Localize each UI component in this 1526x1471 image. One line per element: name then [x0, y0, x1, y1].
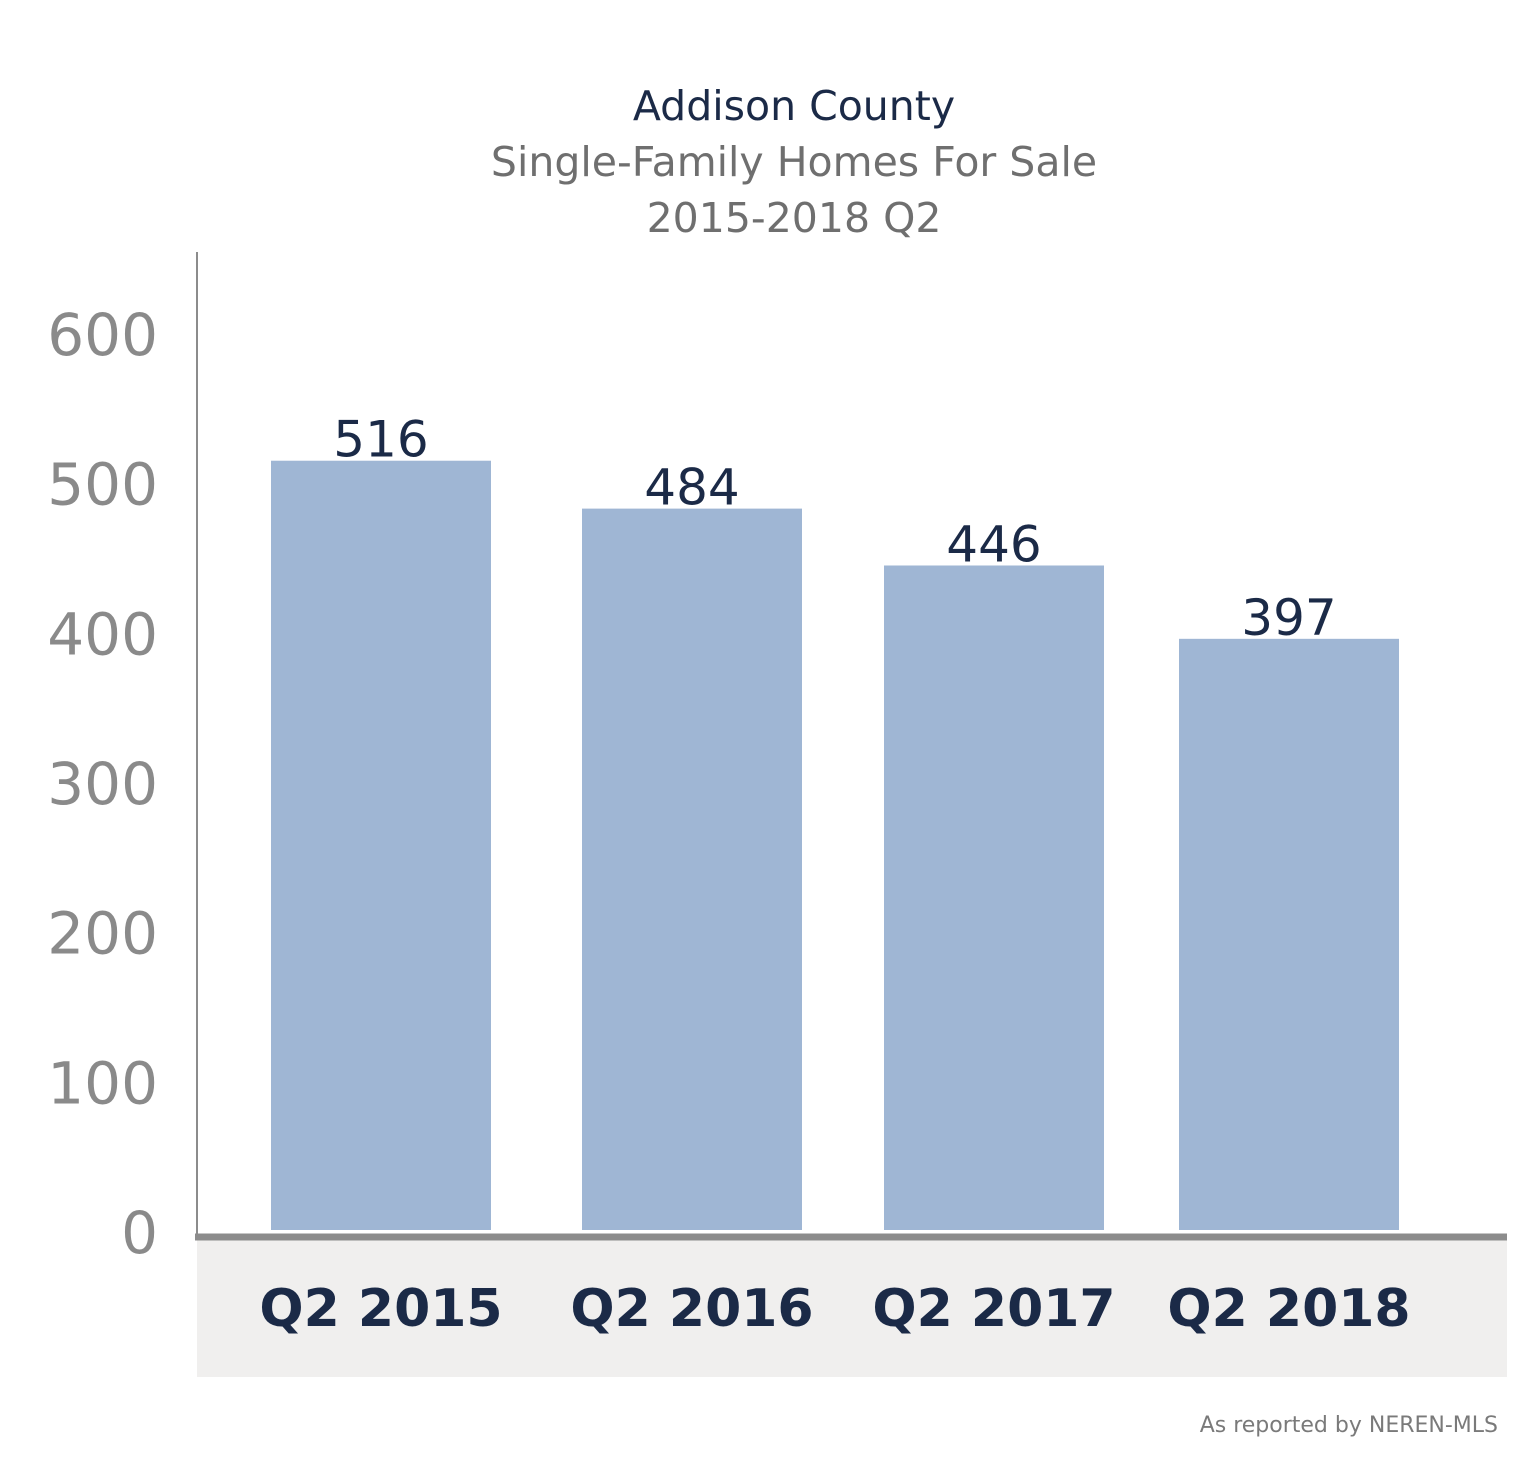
bar-q2-2017	[884, 565, 1104, 1230]
y-tick-label: 400	[47, 600, 158, 668]
y-tick-label: 500	[47, 451, 158, 519]
y-tick-label: 0	[121, 1199, 158, 1267]
bars-group	[271, 460, 1399, 1231]
data-label: 516	[333, 411, 428, 469]
source-note: As reported by NEREN-MLS	[1200, 1413, 1498, 1438]
y-tick-label: 600	[47, 301, 158, 369]
chart-title: Addison County	[633, 82, 955, 130]
y-tick-label: 200	[47, 900, 158, 968]
data-label: 484	[644, 459, 739, 517]
category-band	[197, 1240, 1507, 1377]
x-tick-label: Q2 2016	[570, 1279, 813, 1339]
y-tick-label: 300	[47, 750, 158, 818]
data-label: 446	[946, 515, 1041, 573]
bar-q2-2016	[582, 508, 802, 1230]
bar-q2-2015	[271, 460, 491, 1231]
data-label: 397	[1241, 589, 1336, 647]
x-tick-label: Q2 2018	[1167, 1279, 1410, 1339]
y-tick-label: 100	[47, 1049, 158, 1117]
y-axis-ticks: 0 100 200 300 400 500 600	[47, 301, 158, 1267]
data-labels-group: 516 484 446 397	[333, 411, 1336, 647]
x-tick-label: Q2 2017	[872, 1279, 1115, 1339]
x-axis-ticks: Q2 2015 Q2 2016 Q2 2017 Q2 2018	[259, 1279, 1410, 1339]
bar-q2-2018	[1179, 638, 1399, 1230]
chart-subtitle: Single-Family Homes For Sale	[491, 138, 1097, 186]
chart-period: 2015-2018 Q2	[647, 194, 942, 242]
x-tick-label: Q2 2015	[259, 1279, 502, 1339]
